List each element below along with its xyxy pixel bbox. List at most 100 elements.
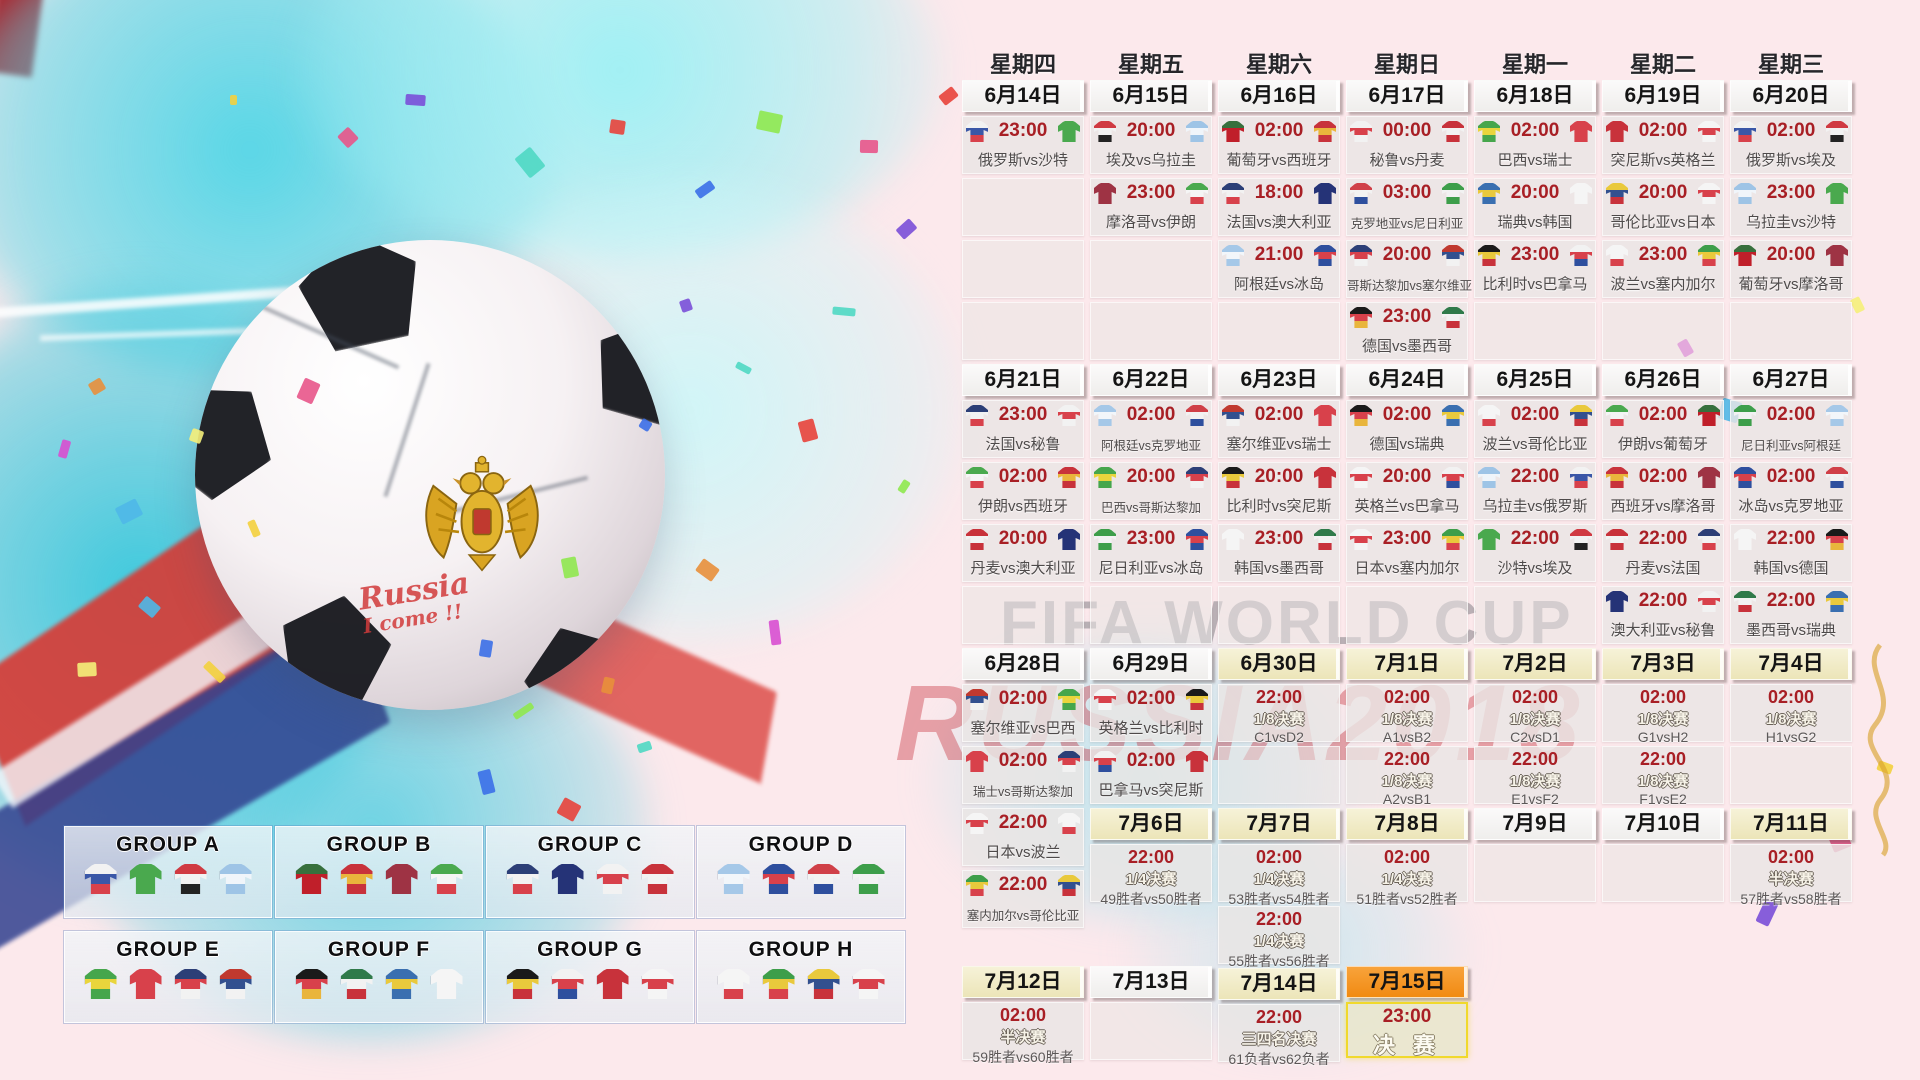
away-jersey-icon: [1570, 467, 1592, 488]
group-jerseys: [84, 864, 252, 894]
match-cell: 21:00 阿根廷vs冰岛: [1218, 240, 1340, 298]
match-cell: 20:00 哥斯达黎加vs塞尔维亚: [1346, 240, 1472, 298]
confetti-piece: [609, 119, 626, 135]
away-jersey-icon: [1186, 405, 1208, 426]
knockout-cell: 22:00 1/4决赛 55胜者vs56胜者: [1218, 906, 1340, 969]
match-teams: 乌拉圭vs沙特: [1745, 214, 1836, 231]
match-teams: 丹麦vs法国: [1625, 560, 1701, 577]
knockout-time: 02:00: [1383, 847, 1431, 867]
knockout-time: 02:00: [1767, 847, 1815, 867]
away-jersey-icon: [1826, 529, 1848, 550]
date-cell: 7月11日: [1730, 808, 1852, 840]
knockout-time: 02:00: [1383, 687, 1431, 707]
away-jersey-icon: [1058, 751, 1080, 772]
match-cell: 23:00 比利时vs巴拿马: [1474, 240, 1596, 298]
home-jersey-icon: [1734, 121, 1756, 142]
home-jersey-icon: [966, 689, 988, 710]
home-jersey-icon: [966, 121, 988, 142]
match-cell: 23:00 韩国vs墨西哥: [1218, 524, 1340, 582]
match-teams: 哥伦比亚vs日本: [1610, 214, 1716, 231]
match-teams: 俄罗斯vs沙特: [977, 152, 1068, 169]
match-time: 23:00: [1126, 528, 1176, 549]
match-teams: 比利时vs巴拿马: [1482, 276, 1588, 293]
knockout-cell: 22:00 1/8决赛 C1vsD2: [1218, 684, 1340, 745]
knockout-time: 02:00: [1255, 847, 1303, 867]
match-teams: 埃及vs乌拉圭: [1105, 152, 1196, 169]
home-jersey-icon: [1350, 183, 1372, 204]
schedule-column: 星期二 6月19日 02:00 突尼斯vs英格兰 20:00 哥伦比亚vs日本 23:00 波…: [1602, 46, 1724, 1064]
match-cell: 20:00 比利时vs突尼斯: [1218, 462, 1340, 520]
match-cell: 20:00 丹麦vs澳大利亚: [962, 524, 1084, 582]
home-jersey-icon: [1350, 121, 1372, 142]
confetti-piece: [1849, 296, 1866, 314]
group-box: GROUP E: [64, 931, 272, 1023]
knockout-stage: 1/8决赛: [1381, 711, 1433, 728]
empty-cell: [1090, 1002, 1212, 1060]
date-cell: 6月19日: [1602, 80, 1724, 112]
match-cell: 20:00 哥伦比亚vs日本: [1602, 178, 1724, 236]
home-jersey-icon: [1350, 467, 1372, 488]
home-jersey-icon: [1734, 467, 1756, 488]
date-cell: 7月7日: [1218, 808, 1340, 840]
empty-cell: [1346, 586, 1468, 644]
team-jersey-icon: [641, 864, 674, 894]
match-cell: 23:00 日本vs塞内加尔: [1346, 524, 1468, 582]
knockout-stage: 1/8决赛: [1637, 773, 1689, 790]
away-jersey-icon: [1698, 245, 1720, 266]
date-cell: 6月28日: [962, 648, 1084, 680]
date-cell: 6月22日: [1090, 364, 1212, 396]
knockout-cell: 02:00 1/8决赛 C2vsD1: [1474, 684, 1596, 745]
empty-cell: [1730, 746, 1852, 804]
knockout-cell: 02:00 半决赛 57胜者vs58胜者: [1730, 844, 1852, 907]
home-jersey-icon: [1478, 405, 1500, 426]
empty-cell: [1090, 302, 1212, 360]
home-jersey-icon: [1094, 405, 1116, 426]
match-cell: 02:00 英格兰vs比利时: [1090, 684, 1212, 742]
away-jersey-icon: [1698, 121, 1720, 142]
match-cell: 22:00 日本vs波兰: [962, 808, 1084, 866]
match-cell: 00:00 秘鲁vs丹麦: [1346, 116, 1468, 174]
team-jersey-icon: [506, 969, 539, 999]
knockout-detail: F1vsE2: [1639, 791, 1687, 807]
home-jersey-icon: [1606, 405, 1628, 426]
knockout-cell: 22:00 1/8决赛 A2vsB1: [1346, 746, 1468, 807]
match-teams: 德国vs瑞典: [1369, 436, 1445, 453]
team-jersey-icon: [551, 864, 584, 894]
date-cell: 7月1日: [1346, 648, 1468, 680]
away-jersey-icon: [1570, 245, 1592, 266]
home-jersey-icon: [1222, 529, 1244, 550]
away-jersey-icon: [1826, 245, 1848, 266]
match-teams: 澳大利亚vs秘鲁: [1610, 622, 1716, 639]
groups-panel: GROUP A GROUP B GROUP C GROUP D GROUP E GROUP…: [64, 826, 908, 1036]
match-teams: 巴拿马vs突尼斯: [1098, 782, 1204, 799]
match-time: 23:00: [998, 120, 1048, 141]
knockout-stage: 三四名决赛: [1241, 1031, 1317, 1048]
match-teams: 丹麦vs澳大利亚: [970, 560, 1076, 577]
match-time: 02:00: [1638, 466, 1688, 487]
match-cell: 02:00 巴拿马vs突尼斯: [1090, 746, 1212, 804]
match-cell: 20:00 巴西vs哥斯达黎加: [1090, 462, 1212, 520]
away-jersey-icon: [1186, 689, 1208, 710]
knockout-stage: 半决赛: [1000, 1029, 1046, 1046]
date-cell: 6月25日: [1474, 364, 1596, 396]
match-time: 03:00: [1382, 182, 1432, 203]
knockout-detail: 57胜者vs58胜者: [1740, 891, 1842, 907]
home-jersey-icon: [1478, 467, 1500, 488]
empty-cell: [1218, 746, 1340, 804]
empty-cell: [962, 586, 1084, 644]
knockout-stage: 1/8决赛: [1509, 711, 1561, 728]
match-cell: 02:00 伊朗vs葡萄牙: [1602, 400, 1724, 458]
away-jersey-icon: [1058, 405, 1080, 426]
date-cell: 6月18日: [1474, 80, 1596, 112]
home-jersey-icon: [966, 529, 988, 550]
match-time: 23:00: [1126, 182, 1176, 203]
knockout-time: 22:00: [1383, 749, 1431, 769]
knockout-cell: 02:00 1/8决赛 G1vsH2: [1602, 684, 1724, 745]
away-jersey-icon: [1698, 405, 1720, 426]
away-jersey-icon: [1058, 121, 1080, 142]
team-jersey-icon: [129, 969, 162, 999]
match-time: 02:00: [1510, 120, 1560, 141]
away-jersey-icon: [1186, 751, 1208, 772]
match-cell: 18:00 法国vs澳大利亚: [1218, 178, 1340, 236]
away-jersey-icon: [1058, 529, 1080, 550]
